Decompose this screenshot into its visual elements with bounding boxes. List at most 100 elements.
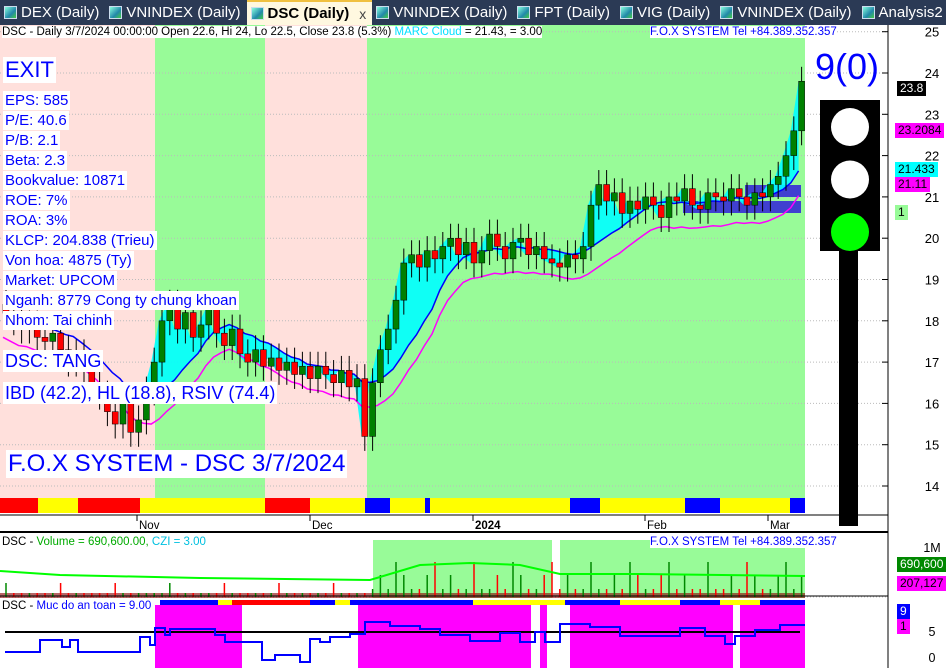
candle: [478, 250, 486, 264]
state-stripe: [140, 498, 265, 513]
candle: [408, 254, 415, 264]
signal-label: EXIT: [3, 57, 56, 83]
state-stripe: [790, 498, 805, 513]
candle: [369, 382, 376, 437]
candle: [603, 184, 610, 202]
chart-header: DSC - Daily 3/7/2024 00:00:00 Open 22.6,…: [2, 26, 543, 38]
x-tick-label: Dec: [312, 520, 333, 532]
state-stripe: [390, 498, 425, 513]
candle: [236, 328, 244, 355]
tab-7[interactable]: Analysis2: [858, 0, 946, 25]
candle: [353, 378, 361, 388]
price-tick-label: 21: [925, 190, 939, 205]
safety-stripe: [218, 600, 232, 605]
candle: [564, 254, 571, 268]
tab-2[interactable]: DSC (Daily) x: [246, 0, 373, 25]
candle: [228, 328, 236, 346]
candle: [299, 365, 306, 375]
status-label: DSC: TANG: [3, 350, 104, 372]
candle: [720, 196, 727, 202]
candle: [767, 184, 774, 198]
candle: [306, 365, 314, 379]
price-tick-label: 23: [925, 107, 939, 122]
candle: [447, 237, 454, 247]
candle: [798, 81, 805, 132]
fundamental-item: ROE: 7%: [3, 191, 70, 210]
candle: [400, 262, 408, 301]
state-stripe: [265, 498, 310, 513]
tab-label: DEX (Daily): [21, 4, 100, 21]
price-tick-label: 14: [925, 479, 939, 494]
price-tick-label: 19: [925, 273, 939, 288]
candle: [728, 188, 735, 202]
ma-price-tag: 23.2084: [895, 123, 945, 138]
chart-icon: [109, 6, 123, 19]
fundamental-item: Bookvalue: 10871: [3, 171, 128, 190]
candle: [330, 374, 337, 383]
safety-zone: [540, 605, 547, 668]
volume-brand: F.O.X SYSTEM Tel +84.389.352.357: [650, 536, 837, 548]
price-tick-label: 24: [925, 66, 939, 81]
volume-axis-1m: 1M: [923, 541, 941, 555]
ratings-label: IBD (42.2), HL (18.8), RSIV (74.4): [3, 382, 278, 404]
candle: [517, 237, 525, 243]
x-tick-label: 2024: [475, 520, 501, 532]
support-box: [683, 201, 801, 213]
candle: [158, 320, 166, 363]
volume-value: Volume = 690,600.00,: [36, 536, 152, 548]
safety-stripe: [720, 600, 760, 605]
tab-0[interactable]: DEX (Daily): [0, 0, 105, 25]
candle: [88, 370, 96, 383]
candle: [743, 196, 751, 206]
candle: [111, 411, 119, 425]
price-tick-label: 22: [925, 149, 939, 164]
candle: [689, 188, 696, 206]
safety-stripe: [680, 600, 720, 605]
tab-label: VNINDEX (Daily): [737, 4, 852, 21]
brand-text: F.O.X SYSTEM Tel +84.389.352.357: [650, 26, 837, 38]
traffic-light-pole: [839, 251, 858, 526]
candle: [338, 370, 345, 383]
close-tab-icon[interactable]: x: [359, 5, 367, 22]
candle: [260, 349, 267, 367]
cloud-label: MARC Cloud: [394, 26, 462, 38]
candle: [595, 184, 603, 206]
volume-header: DSC - Volume = 690,600.00, CZI = 3.00: [2, 536, 206, 548]
candle: [189, 312, 197, 338]
price-tick-label: 15: [925, 438, 939, 453]
candle: [611, 192, 618, 202]
candle: [314, 365, 322, 379]
light-bottom-icon: [831, 213, 869, 251]
safety-stripe: [473, 600, 565, 605]
candle: [49, 332, 57, 342]
tab-5[interactable]: VIG (Daily): [616, 0, 716, 25]
candle: [416, 254, 423, 268]
czi-value: CZI = 3.00: [151, 536, 206, 548]
candle: [657, 204, 665, 218]
state-stripe: [38, 498, 78, 513]
candle: [213, 308, 220, 334]
price-tick-label: 17: [925, 355, 939, 370]
candle: [462, 242, 470, 255]
safety-stripe: [620, 600, 680, 605]
candle: [712, 192, 720, 198]
safety-stripe: [335, 600, 350, 605]
volume-zone: [373, 540, 552, 598]
candle: [751, 192, 759, 206]
tab-4[interactable]: FPT (Daily): [513, 0, 616, 25]
candle: [696, 204, 704, 210]
tab-6[interactable]: VNINDEX (Daily): [716, 0, 857, 25]
cloud-value: = 21.43, = 3.00: [464, 26, 543, 38]
price-tick-label: 25: [925, 25, 939, 40]
candle: [57, 332, 64, 350]
candle: [392, 299, 400, 330]
fundamental-item: Nganh: 8779 Cong ty chung khoan: [3, 291, 239, 310]
state-stripe: [425, 498, 430, 513]
tab-3[interactable]: VNINDEX (Daily): [372, 0, 513, 25]
tab-1[interactable]: VNINDEX (Daily): [105, 0, 246, 25]
safety-tag-9: 9: [897, 604, 910, 619]
price-tick-label: 18: [925, 314, 939, 329]
count-tag: 1: [895, 205, 908, 220]
candle: [244, 353, 252, 363]
candle: [221, 332, 228, 346]
